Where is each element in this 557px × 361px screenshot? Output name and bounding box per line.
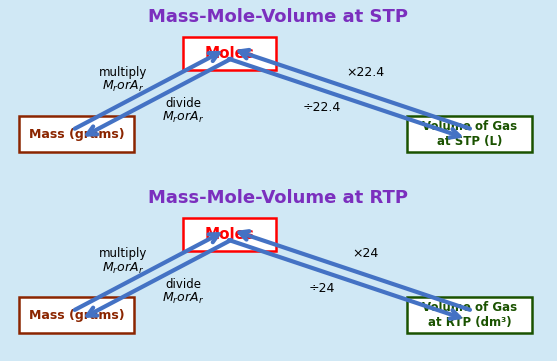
Text: Mass (grams): Mass (grams) — [29, 309, 124, 322]
Text: Mass (grams): Mass (grams) — [29, 127, 124, 140]
Text: multiply: multiply — [99, 66, 147, 79]
Text: Moles: Moles — [204, 227, 255, 242]
Text: $M_r orA_r$: $M_r orA_r$ — [162, 110, 204, 125]
FancyBboxPatch shape — [183, 218, 276, 251]
Text: Moles: Moles — [204, 46, 255, 61]
Text: Volume of Gas
at RTP (dm³): Volume of Gas at RTP (dm³) — [422, 301, 517, 329]
Text: ÷22.4: ÷22.4 — [303, 101, 341, 114]
FancyBboxPatch shape — [19, 116, 134, 152]
FancyBboxPatch shape — [407, 297, 532, 334]
Text: Volume of Gas
at STP (L): Volume of Gas at STP (L) — [422, 120, 517, 148]
Text: $M_r orA_r$: $M_r orA_r$ — [102, 261, 144, 275]
Text: $M_r orA_r$: $M_r orA_r$ — [102, 79, 144, 94]
Text: Mass-Mole-Volume at RTP: Mass-Mole-Volume at RTP — [149, 189, 408, 207]
Text: multiply: multiply — [99, 247, 147, 260]
Text: ×24: ×24 — [353, 247, 379, 260]
FancyBboxPatch shape — [183, 37, 276, 70]
FancyBboxPatch shape — [19, 297, 134, 334]
FancyBboxPatch shape — [407, 116, 532, 152]
Text: ÷24: ÷24 — [309, 282, 335, 295]
Text: ×22.4: ×22.4 — [347, 66, 385, 79]
Text: Mass-Mole-Volume at STP: Mass-Mole-Volume at STP — [149, 8, 408, 26]
Text: divide: divide — [165, 278, 201, 291]
Text: divide: divide — [165, 97, 201, 110]
Text: $M_r orA_r$: $M_r orA_r$ — [162, 291, 204, 306]
